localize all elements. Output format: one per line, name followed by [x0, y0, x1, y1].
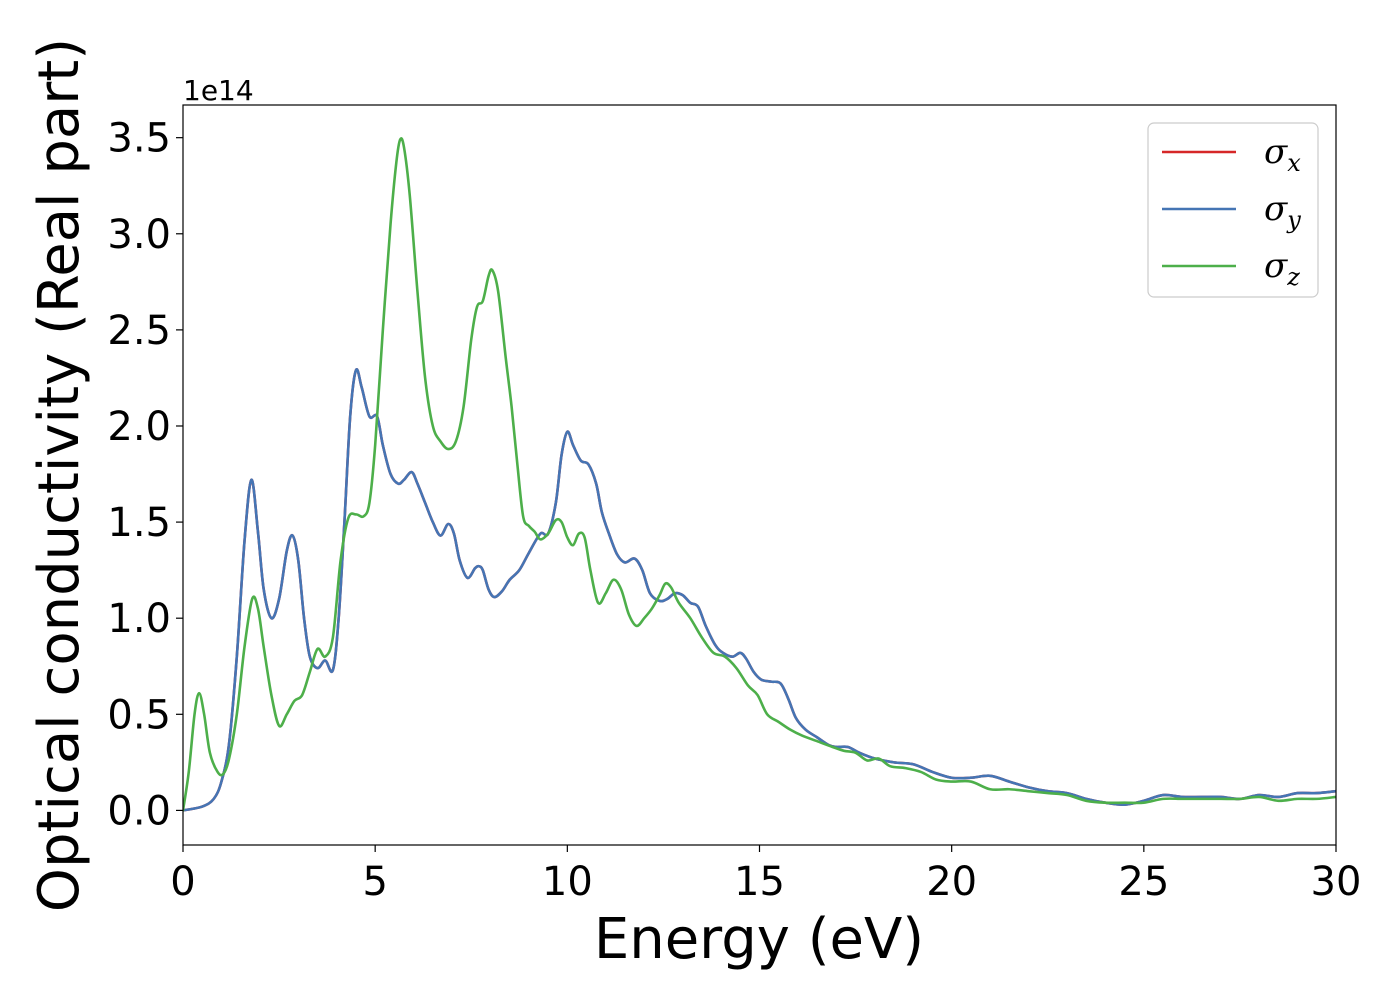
y-tick-label: 1.0: [107, 596, 171, 642]
series-line-z: [183, 137, 1336, 812]
x-tick-label: 20: [926, 859, 977, 905]
x-tick-label: 30: [1311, 859, 1362, 905]
y-axis-title: Optical conductivity (Real part): [27, 38, 92, 912]
y-tick-label: 2.5: [107, 308, 171, 354]
y-axis: 0.0 0.5 1.0 1.5 2.0 2.5 3.0 3.5: [107, 116, 183, 834]
y-tick-label: 0.0: [107, 788, 171, 834]
series-line-y: [183, 367, 1336, 812]
x-tick-label: 5: [362, 859, 387, 905]
y-tick-label: 3.0: [107, 212, 171, 258]
legend-label-x: σx: [1264, 132, 1301, 177]
legend-label-y: σy: [1264, 189, 1301, 234]
x-tick-label: 15: [734, 859, 785, 905]
legend: σx σy σz: [1147, 122, 1319, 298]
x-tick-label: 10: [542, 859, 593, 905]
x-tick-label: 0: [170, 859, 195, 905]
y-tick-label: 0.5: [107, 692, 171, 738]
y-tick-label: 1.5: [107, 500, 171, 546]
legend-label-z: σz: [1264, 246, 1300, 291]
y-offset-label: 1e14: [183, 74, 254, 107]
y-tick-label: 2.0: [107, 404, 171, 450]
series-layer: [183, 137, 1336, 812]
y-tick-label: 3.5: [107, 116, 171, 162]
x-axis: 0 5 10 15 20 25 30: [170, 845, 1361, 905]
x-tick-label: 25: [1118, 859, 1169, 905]
x-axis-title: Energy (eV): [594, 907, 924, 972]
